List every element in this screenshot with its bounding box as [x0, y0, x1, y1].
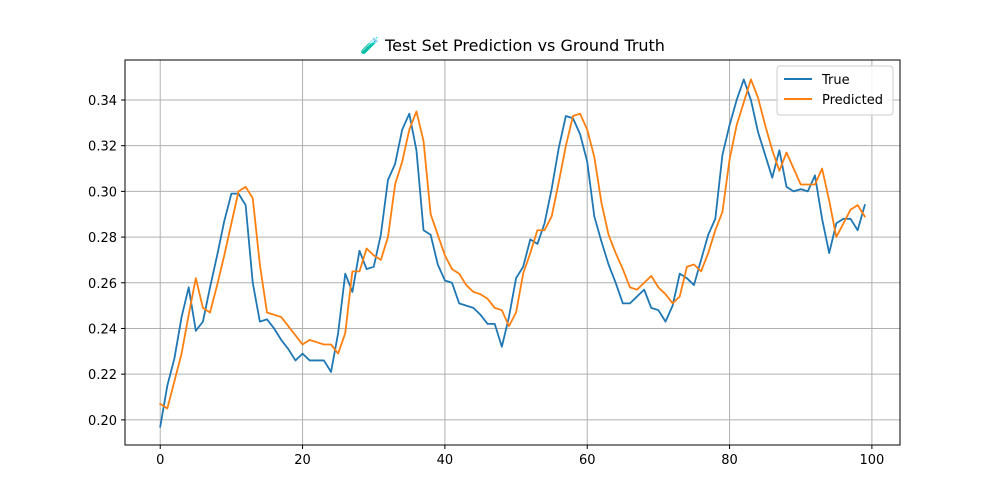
y-tick-label: 0.34 [88, 94, 117, 109]
x-tick-label: 40 [437, 453, 454, 468]
y-tick-label: 0.32 [88, 140, 117, 155]
legend: True Predicted [776, 65, 894, 116]
x-tick-label: 0 [156, 453, 164, 468]
y-tick-label: 0.20 [88, 414, 117, 429]
legend-predicted-label: Predicted [822, 93, 883, 108]
x-tick-label: 100 [859, 453, 884, 468]
plot-frame [124, 59, 901, 446]
y-tick-label: 0.30 [88, 185, 117, 200]
legend-true-label: True [821, 73, 850, 88]
y-tick-label: 0.28 [88, 231, 117, 246]
x-tick-label: 60 [579, 453, 596, 468]
grid [125, 60, 900, 445]
x-tick-label: 20 [294, 453, 311, 468]
series-line-predicted [158, 78, 867, 410]
y-tick-label: 0.22 [88, 368, 117, 383]
y-tick-label: 0.26 [88, 277, 117, 292]
series-group [158, 78, 867, 428]
x-tick-label: 80 [721, 453, 738, 468]
axis-ticks: 0 20 40 60 80 100 0.20 0.22 0.24 0.26 0.28 0.30 0.32… [88, 94, 884, 468]
y-tick-label: 0.24 [88, 322, 117, 337]
chart-title: 🧪 Test Set Prediction vs Ground Truth [360, 36, 665, 55]
